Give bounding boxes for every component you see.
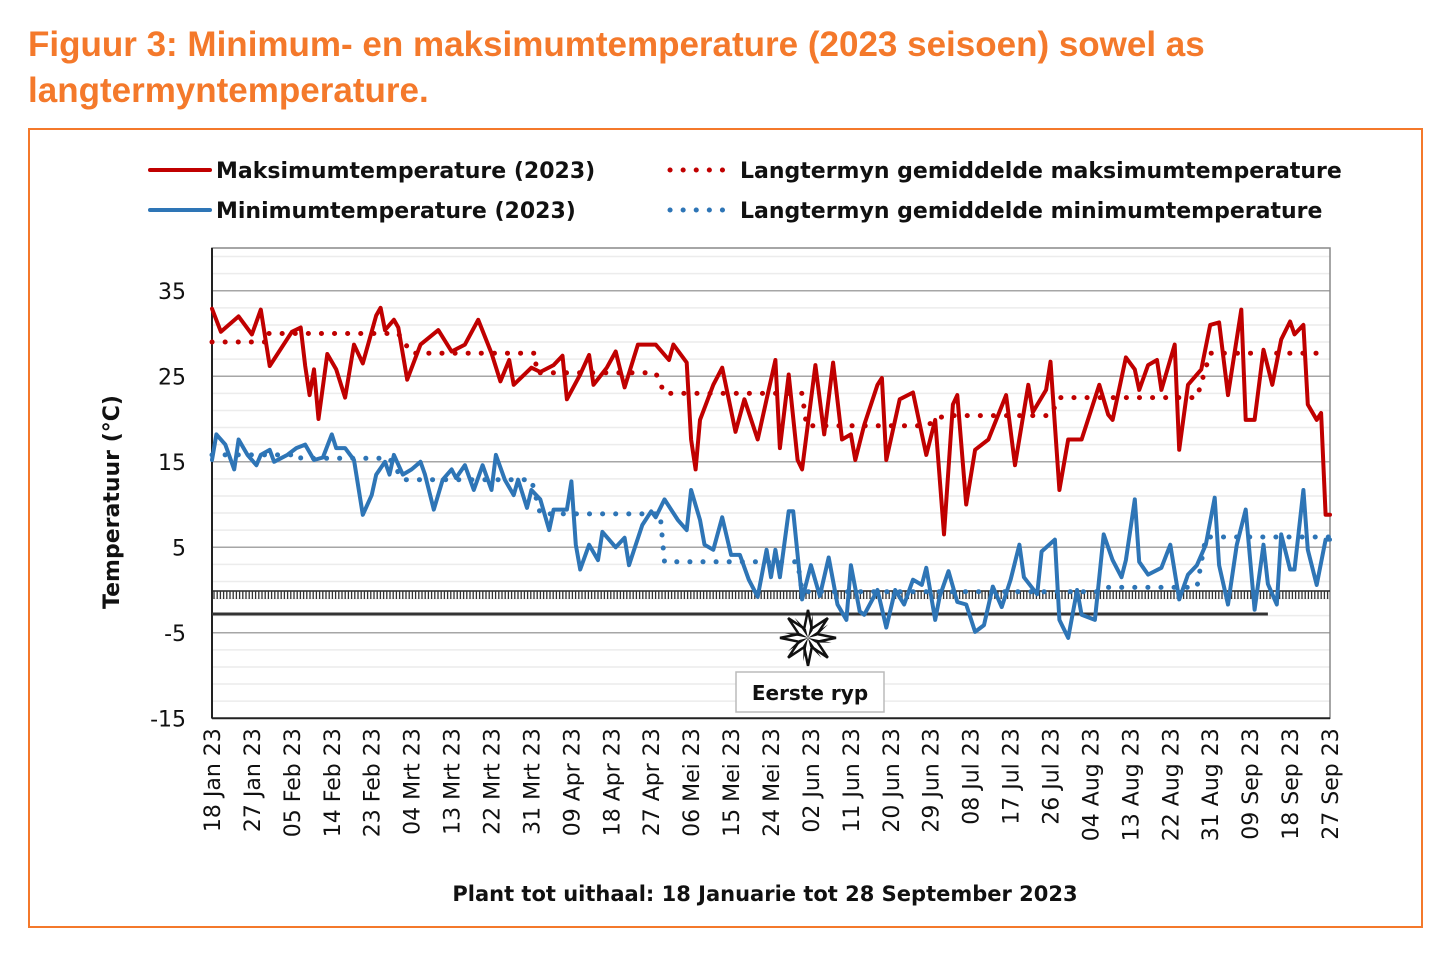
legend-label: Maksimumtemperature (2023) [216, 159, 595, 184]
x-tick-label: 23 Feb 23 [361, 728, 386, 837]
plot-area [211, 247, 1331, 719]
star-shade [784, 633, 808, 638]
x-tick-label: 26 Jul 23 [1040, 728, 1065, 825]
x-tick-label: 02 Jun 23 [800, 728, 825, 832]
star-shade [788, 637, 808, 652]
x-tick-label: 18 Apr 23 [600, 728, 625, 836]
x-tick-label: 04 Aug 23 [1079, 728, 1104, 841]
y-tick-label: 5 [172, 536, 186, 561]
x-axis-title: Plant tot uithaal: 18 Januarie tot 28 Se… [452, 882, 1077, 906]
star-shade [803, 637, 808, 662]
star-shade [808, 637, 832, 643]
y-tick-label: -15 [150, 707, 186, 732]
min-temperature-series [210, 432, 1332, 640]
legend-label: Langtermyn gemiddelde maksimumtemperatur… [740, 159, 1342, 184]
legend-label: Langtermyn gemiddelde minimumtemperature [740, 199, 1322, 224]
annotation-box [735, 671, 885, 713]
long-term-max-series [209, 331, 1324, 429]
frost-band-hatch [213, 591, 1329, 599]
star-shade [794, 617, 808, 638]
x-tick-label: 18 Sep 23 [1279, 728, 1304, 839]
first-frost-star-icon [779, 609, 837, 667]
x-tick-label: 20 Jun 23 [880, 728, 905, 832]
x-tick-label: 31 Mrt 23 [520, 728, 545, 835]
star-shade [808, 637, 822, 658]
x-tick-label: 31 Aug 23 [1199, 728, 1224, 841]
x-tick-label: 18 Jan 23 [201, 728, 226, 832]
x-tick-label: 22 Mrt 23 [481, 728, 506, 835]
x-tick-label: 17 Jul 23 [1000, 728, 1025, 825]
star-shade [808, 624, 828, 638]
x-tick-label: 09 Apr 23 [560, 728, 585, 836]
x-tick-label: 27 Apr 23 [640, 728, 665, 836]
chart-frame [28, 128, 1423, 928]
max-temperature-series [210, 305, 1332, 537]
x-tick-label: 27 Jan 23 [241, 728, 266, 832]
x-tick-label: 11 Jun 23 [840, 728, 865, 832]
x-tick-label: 04 Mrt 23 [401, 728, 426, 835]
star-shade [808, 614, 813, 638]
y-tick-label: -5 [164, 622, 186, 647]
x-tick-label: 15 Mei 23 [720, 728, 745, 837]
x-tick-label: 09 Sep 23 [1239, 728, 1264, 839]
y-tick-label: 35 [158, 280, 186, 305]
figure-title: Figuur 3: Minimum- en maksimumtemperatur… [28, 25, 1205, 110]
x-tick-label: 14 Feb 23 [321, 728, 346, 837]
x-tick-label: 29 Jun 23 [920, 728, 945, 832]
x-tick-label: 13 Aug 23 [1119, 728, 1144, 841]
y-tick-label: 15 [158, 451, 186, 476]
x-tick-label: 06 Mei 23 [680, 728, 705, 837]
legend-label: Minimumtemperature (2023) [216, 199, 576, 224]
x-tick-label: 05 Feb 23 [281, 728, 306, 837]
x-tick-label: 13 Mrt 23 [441, 728, 466, 835]
annotation-label: Eerste ryp [752, 681, 868, 705]
x-tick-label: 22 Aug 23 [1159, 728, 1184, 841]
y-axis-title: Temperatuur (°C) [100, 395, 125, 609]
x-tick-label: 24 Mei 23 [760, 728, 785, 837]
y-tick-label: 25 [158, 365, 186, 390]
x-tick-label: 08 Jul 23 [960, 728, 985, 825]
x-tick-label: 27 Sep 23 [1319, 728, 1344, 839]
